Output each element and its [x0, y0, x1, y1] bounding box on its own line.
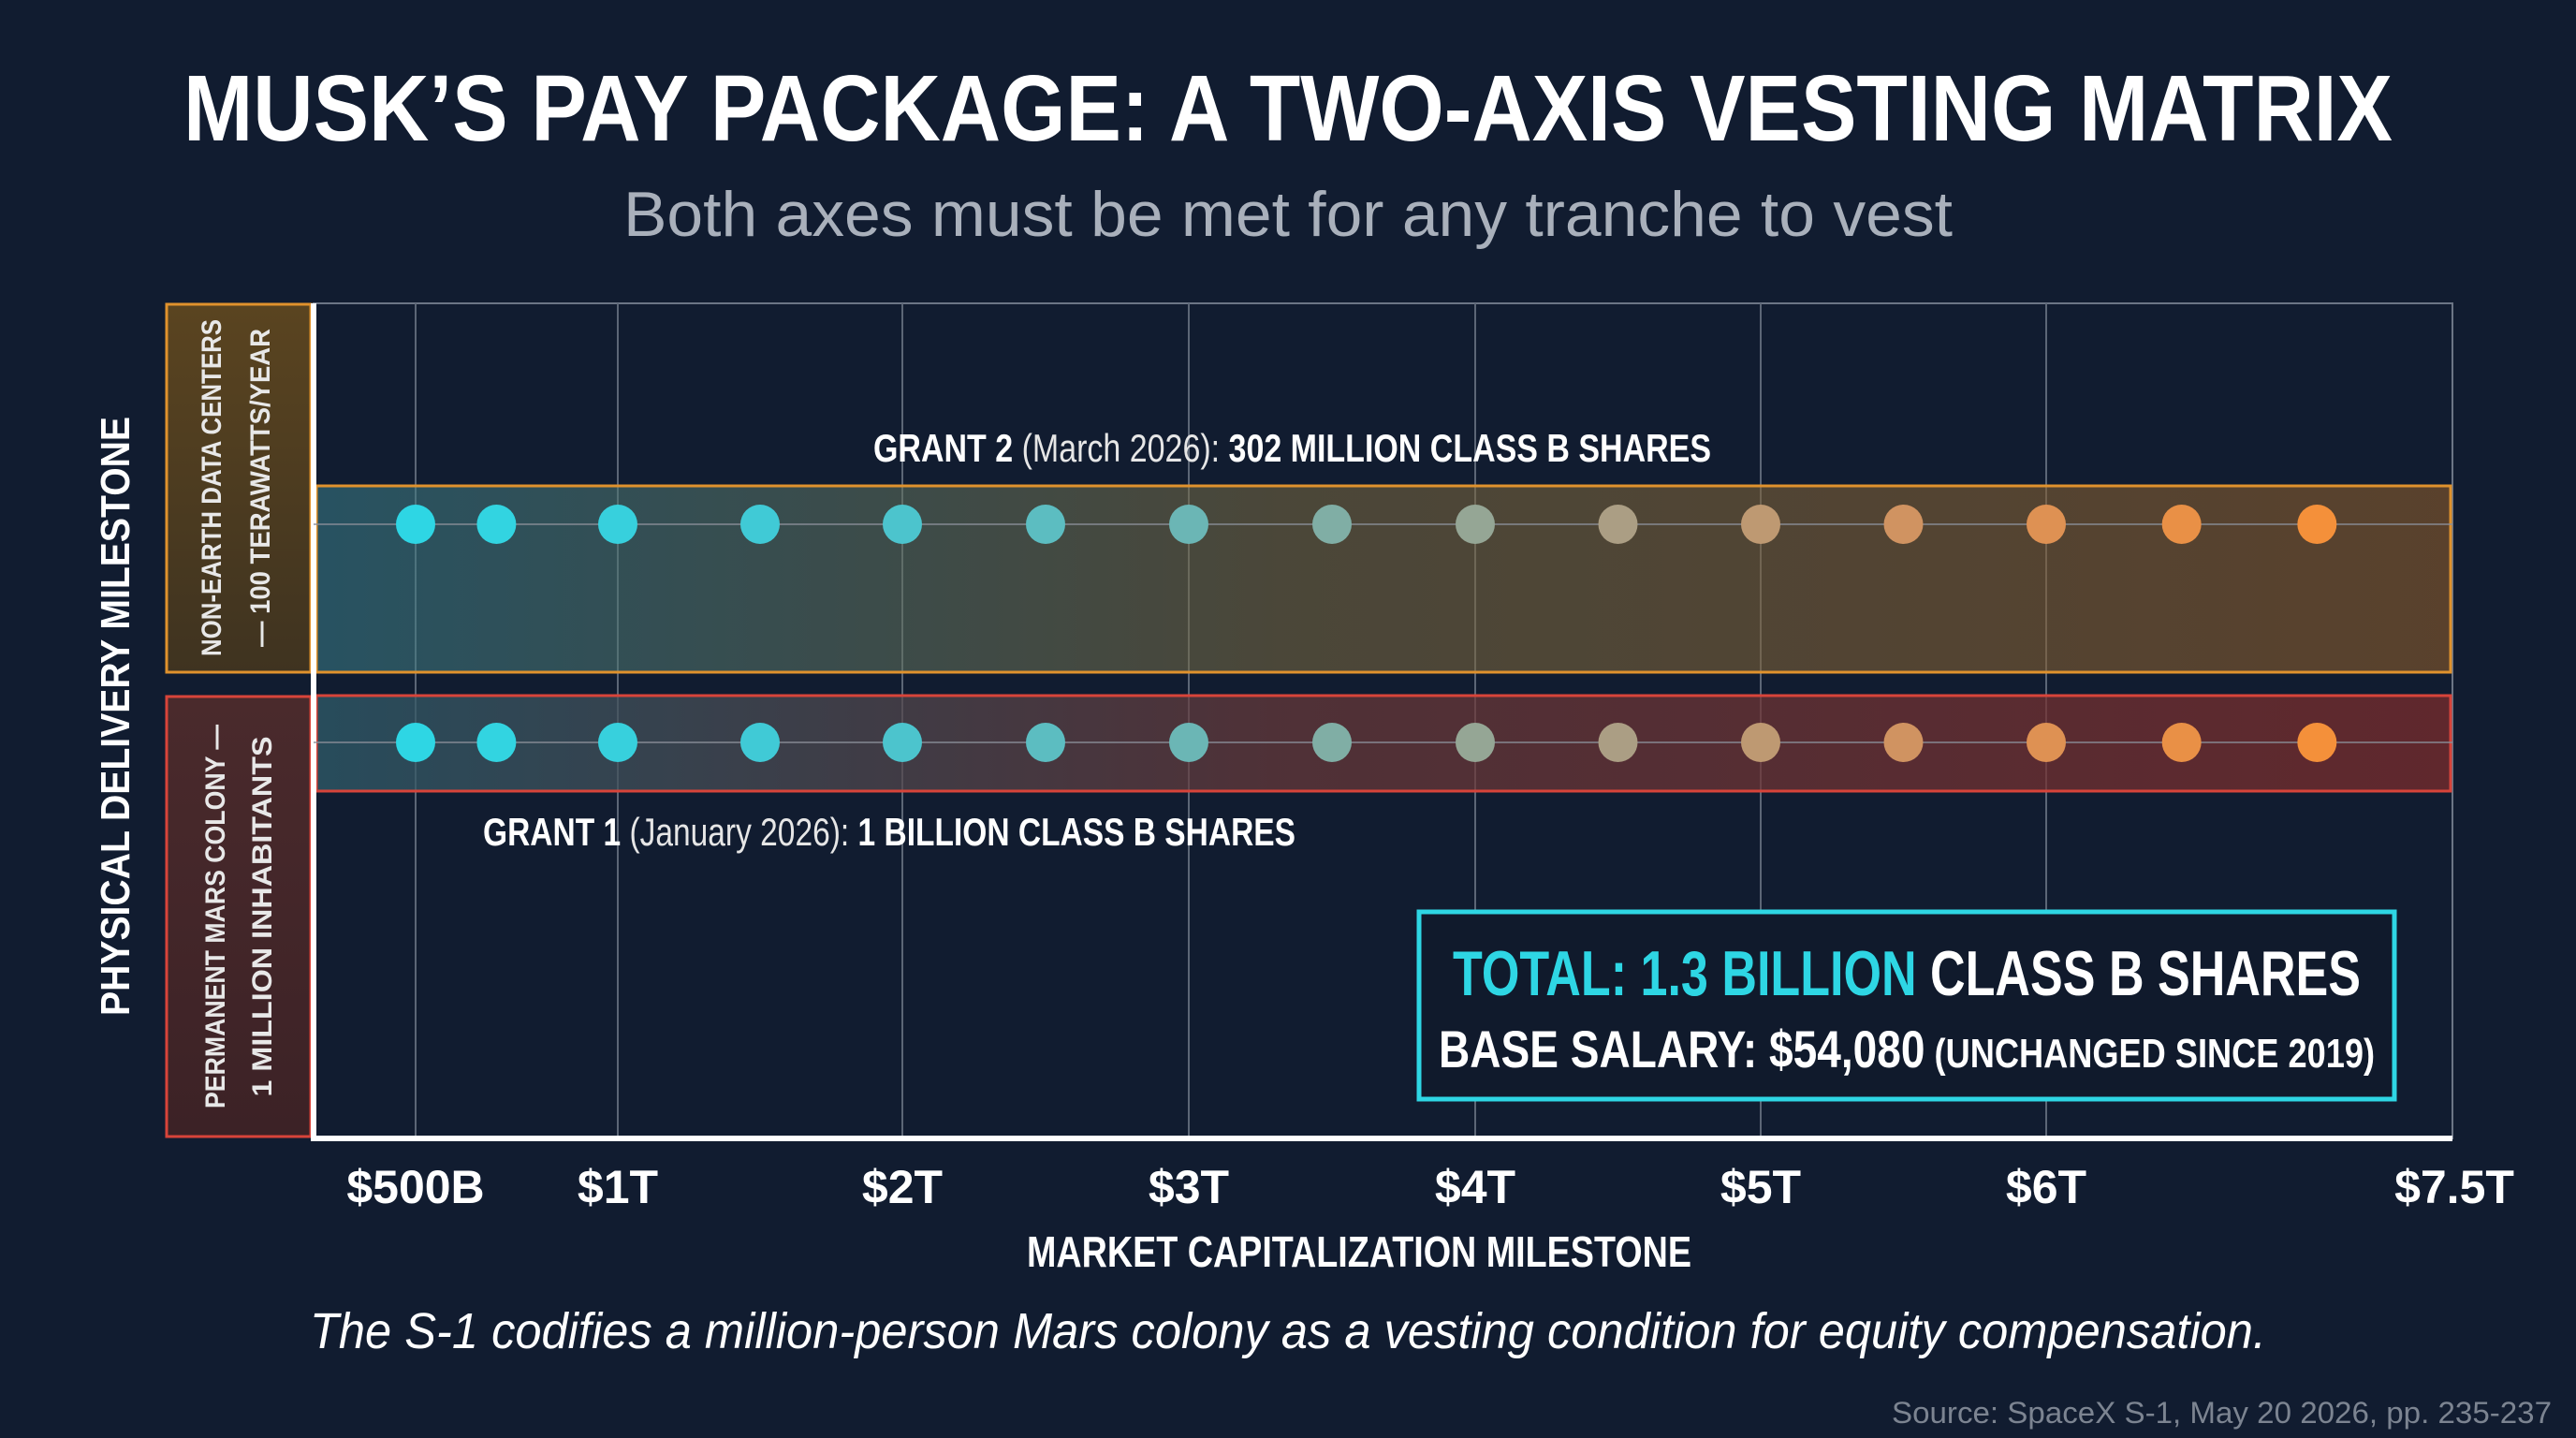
- tranche-point: [1026, 505, 1065, 544]
- band-grant-2: [315, 484, 2452, 674]
- total-amount: TOTAL: 1.3 BILLION: [1453, 938, 1917, 1009]
- x-tick-label: $6T: [2006, 1161, 2086, 1213]
- x-tick-label: $2T: [862, 1161, 943, 1213]
- chart-subtitle: Both axes must be met for any tranche to…: [623, 179, 1953, 250]
- tranche-point: [598, 505, 637, 544]
- tranche-point: [2027, 505, 2066, 544]
- tranche-point: [1169, 505, 1208, 544]
- points-layer: [314, 505, 2452, 762]
- x-tick-label: $500B: [346, 1161, 484, 1213]
- tranche-point: [476, 723, 517, 762]
- tranche-point: [2297, 505, 2337, 544]
- row-label-data-centers-line1: NON-EARTH DATA CENTERS: [197, 319, 227, 656]
- tranche-point: [1169, 723, 1208, 762]
- tranche-point: [883, 723, 922, 762]
- row-label-box-mars-colony: [165, 695, 313, 1138]
- tranche-point: [396, 723, 435, 762]
- x-tick-label: $3T: [1149, 1161, 1229, 1213]
- tranche-point: [1741, 505, 1780, 544]
- tranche-point: [740, 723, 780, 762]
- tranche-point: [2161, 505, 2202, 544]
- row-label-data-centers-line2: — 100 TERAWATTS/YEAR: [245, 329, 276, 647]
- tranche-point: [2297, 723, 2337, 762]
- row-label-box-data-centers: [165, 302, 313, 674]
- tranche-point: [1598, 505, 1638, 544]
- source-note: Source: SpaceX S-1, May 20 2026, pp. 235…: [1892, 1396, 2552, 1430]
- grant-1-label: GRANT 1 (January 2026): 1 BILLION CLASS …: [483, 810, 1295, 854]
- total-line: TOTAL: 1.3 BILLION CLASS B SHARES: [1453, 938, 2361, 1009]
- tranche-point: [598, 723, 637, 762]
- tranche-point: [396, 505, 435, 544]
- tranche-point: [1312, 723, 1352, 762]
- total-box: TOTAL: 1.3 BILLION CLASS B SHARES BASE S…: [1416, 909, 2397, 1102]
- salary-amount: BASE SALARY: $54,080: [1439, 1020, 1925, 1078]
- tranche-point: [476, 505, 517, 544]
- tranche-point: [740, 505, 780, 544]
- x-tick-label: $1T: [578, 1161, 658, 1213]
- row-label-mars-colony-line2: 1 MILLION INHABITANTS: [247, 737, 278, 1097]
- tranche-point: [1883, 723, 1924, 762]
- x-tick-label: $5T: [1720, 1161, 1801, 1213]
- tranche-point: [1883, 505, 1924, 544]
- grant-1-date: (January 2026):: [621, 810, 857, 854]
- tranche-point: [1741, 723, 1780, 762]
- total-suffix: CLASS B SHARES: [1917, 938, 2361, 1009]
- chart-title: MUSK’S PAY PACKAGE: A TWO-AXIS VESTING M…: [183, 56, 2393, 161]
- x-tick-label: $7.5T: [2394, 1161, 2514, 1213]
- salary-note: (UNCHANGED SINCE 2019): [1925, 1031, 2375, 1077]
- tranche-point: [1456, 505, 1495, 544]
- tranche-point: [1456, 723, 1495, 762]
- x-axis-label: MARKET CAPITALIZATION MILESTONE: [1027, 1227, 1691, 1276]
- x-tick-label: $4T: [1435, 1161, 1515, 1213]
- salary-line: BASE SALARY: $54,080 (UNCHANGED SINCE 20…: [1439, 1020, 2375, 1078]
- grant-1-name: GRANT 1: [483, 810, 621, 854]
- tranche-point: [2027, 723, 2066, 762]
- grant-1-shares: 1 BILLION CLASS B SHARES: [858, 810, 1295, 854]
- tranche-point: [883, 505, 922, 544]
- tranche-point: [2161, 723, 2202, 762]
- grant-2-shares: 302 MILLION CLASS B SHARES: [1229, 426, 1711, 470]
- tranche-point: [1026, 723, 1065, 762]
- tranche-point: [1598, 723, 1638, 762]
- tranche-point: [1312, 505, 1352, 544]
- caption: The S-1 codifies a million-person Mars c…: [310, 1303, 2266, 1359]
- total-box-frame: [1416, 909, 2397, 1102]
- y-axis-label: PHYSICAL DELIVERY MILESTONE: [93, 417, 139, 1016]
- grant-2-date: (March 2026):: [1013, 426, 1228, 470]
- row-label-mars-colony-line1: PERMANENT MARS COLONY —: [200, 725, 231, 1108]
- grant-2-label: GRANT 2 (March 2026): 302 MILLION CLASS …: [873, 426, 1711, 470]
- grant-2-name: GRANT 2: [873, 426, 1013, 470]
